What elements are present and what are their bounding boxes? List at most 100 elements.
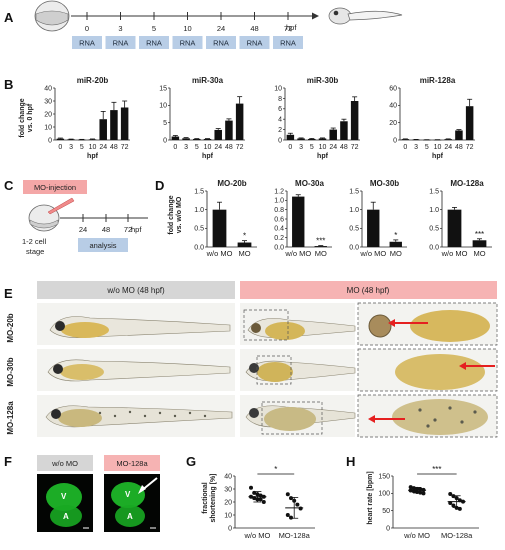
x-tick-label: w/o MO <box>243 531 270 540</box>
rna-label-3: RNA <box>113 39 129 48</box>
x-tick-label: MO <box>390 249 402 258</box>
bar-72 <box>235 103 244 140</box>
bar-48 <box>455 130 463 140</box>
row-label-mo-128a: MO-128a <box>6 401 15 435</box>
bar-10 <box>88 139 97 140</box>
y-tick-label: 20 <box>44 111 52 118</box>
y-tick-label: 40 <box>389 103 397 110</box>
timeline-label-5: 5 <box>152 24 156 33</box>
bar-w/o MO <box>367 209 380 247</box>
larva-image-mo-128a <box>240 395 356 437</box>
bar-5 <box>193 138 201 140</box>
x-tick-label: 0 <box>58 144 62 151</box>
bar-0 <box>401 139 410 140</box>
x-tick-label: 3 <box>414 144 418 151</box>
rna-label-10: RNA <box>180 39 196 48</box>
bar-24 <box>214 129 222 140</box>
x-tick-label: w/o MO <box>403 531 430 540</box>
timeline-c-label-24: 24 <box>79 225 87 234</box>
chart-mo-128a: MO-128a 0.0 0.5 1.0 1.5 w/o MO *** MO <box>429 179 492 258</box>
f-v-label-mo: V <box>125 490 131 499</box>
f-header-wo-label: w/o MO <box>51 459 78 468</box>
x-tick-label: 5 <box>80 144 84 151</box>
f-header-wo <box>37 455 93 471</box>
x-tick-label: w/o MO <box>284 249 311 258</box>
bar-3 <box>412 139 420 141</box>
x-tick-label: 10 <box>89 144 97 151</box>
data-point <box>249 485 253 490</box>
x-tick-label: MO-128a <box>441 531 473 540</box>
rna-box-0 <box>72 36 102 49</box>
x-tick-label: 72 <box>466 144 474 151</box>
x-axis-label: hpf <box>202 153 214 160</box>
y-tick-label: 0 <box>386 525 390 532</box>
y-tick-label: 0 <box>278 137 282 144</box>
y-tick-label: 2 <box>278 127 282 134</box>
d-ylabel-line1: fold change <box>168 195 175 234</box>
mo-injection-label: MO-injection <box>34 183 76 192</box>
y-tick-label: 1.5 <box>349 188 359 195</box>
y-tick-label: 30 <box>44 98 52 105</box>
significance-label: *** <box>432 465 441 474</box>
bar-w/o MO <box>212 209 227 247</box>
x-tick-label: 24 <box>444 144 452 151</box>
rna-box-24 <box>206 36 236 49</box>
timeline-label-3: 3 <box>118 24 122 33</box>
y-tick-label: 10 <box>44 124 52 131</box>
data-point <box>295 502 300 507</box>
y-tick-label: 50 <box>382 508 390 515</box>
x-tick-label: 24 <box>214 144 222 151</box>
h-ylabel: heart rate [bpm] <box>367 471 374 524</box>
y-tick-label: 10 <box>159 103 167 110</box>
data-point <box>285 513 290 517</box>
x-tick-label: MO-128a <box>279 531 311 540</box>
larva-zoom-mo-128a <box>357 394 498 438</box>
x-tick-label: 72 <box>351 144 359 151</box>
y-tick-label: 1.5 <box>429 188 439 195</box>
f-header-mo <box>104 455 160 471</box>
row-label-mo-20b: MO-20b <box>6 313 15 342</box>
y-tick-label: 60 <box>389 85 397 92</box>
chart-mo-30a: MO-30a 0.0 0.2 0.4 0.6 0.8 1.0 1.2 w/o MO *** MO <box>274 179 332 258</box>
x-tick-label: 48 <box>225 144 233 151</box>
chart-title: MO-30b <box>370 179 399 188</box>
y-tick-label: 0.5 <box>429 226 439 233</box>
x-tick-label: 72 <box>236 144 244 151</box>
x-tick-label: 5 <box>310 144 314 151</box>
y-tick-label: 0.2 <box>274 235 284 242</box>
rna-box-10 <box>172 36 203 49</box>
x-tick-label: 3 <box>299 144 303 151</box>
bar-24 <box>444 139 452 140</box>
panel-label-g: G <box>186 454 196 469</box>
y-tick-label: 10 <box>224 512 232 519</box>
y-tick-label: 4 <box>278 117 282 124</box>
x-tick-label: MO <box>315 249 327 258</box>
y-tick-label: 0 <box>48 137 52 144</box>
x-tick-label: w/o MO <box>441 249 468 258</box>
larva-image-wo-30b <box>37 349 235 391</box>
stage-label-line1: 1-2 cell <box>22 237 47 246</box>
significance-label: * <box>274 465 277 474</box>
chart-title: MO-20b <box>217 179 246 188</box>
bar-3 <box>297 138 305 140</box>
y-tick-label: 1.0 <box>194 207 204 214</box>
f-a-label-wo: A <box>63 512 69 521</box>
y-tick-label: 0.0 <box>274 244 284 251</box>
bar-48 <box>225 120 233 140</box>
x-tick-label: 3 <box>69 144 73 151</box>
x-tick-label: 24 <box>329 144 337 151</box>
timeline-label-72: 72 <box>284 24 292 33</box>
y-tick-label: 0 <box>393 137 397 144</box>
x-tick-label: 72 <box>121 144 129 151</box>
bar-10 <box>318 138 327 140</box>
bar-MO <box>314 246 327 247</box>
y-tick-label: 0.4 <box>274 226 284 233</box>
heart-image-mo: V A <box>104 474 160 532</box>
timeline-a: 0 RNA 3 RNA 5 RNA 10 RNA 24 RNA 48 RNA 72 RNA <box>72 12 303 49</box>
b-ylabel-line1: fold change <box>19 98 26 137</box>
bar-72 <box>350 101 359 140</box>
d-ylabel-line2: vs. w/o MO <box>176 196 183 233</box>
larva-zoom-mo-20b <box>357 302 498 346</box>
